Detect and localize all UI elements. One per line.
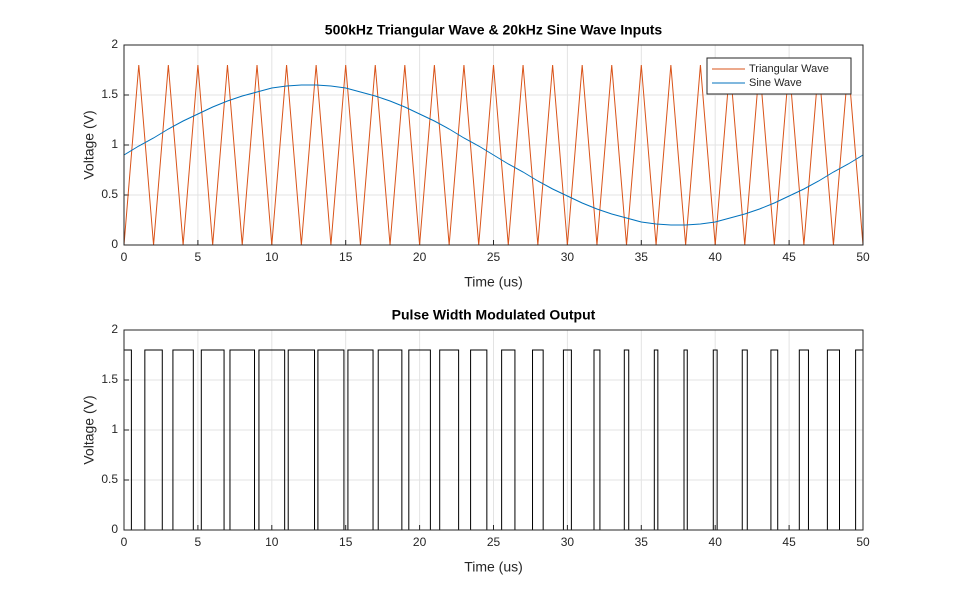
x-tick-label: 10 (265, 535, 279, 549)
x-axis-label: Time (us) (464, 274, 523, 290)
legend: Triangular Wave Sine Wave (706, 57, 852, 95)
y-tick-label: 0 (111, 237, 118, 251)
x-tick-label: 20 (413, 250, 427, 264)
axes-box (123, 44, 864, 246)
chart-title: Pulse Width Modulated Output (392, 307, 596, 323)
x-tick-label: 25 (487, 535, 501, 549)
series-line (123, 64, 864, 246)
x-tick-label: 0 (121, 250, 128, 264)
x-tick-label: 30 (561, 250, 575, 264)
x-tick-label: 45 (782, 250, 796, 264)
x-tick-label: 35 (635, 535, 649, 549)
legend-label: Sine Wave (749, 77, 802, 89)
legend-box (706, 57, 852, 95)
legend-label: Triangular Wave (749, 63, 829, 75)
y-tick-label: 1.5 (101, 372, 118, 386)
x-tick-label: 40 (709, 250, 723, 264)
x-tick-label: 5 (195, 535, 202, 549)
axes: 0 5 10 15 20 25 30 35 40 45 50 0 0.5 1 1.5 2 500kHz Tria… (81, 22, 870, 290)
chart-title: 500kHz Triangular Wave & 20kHz Sine Wave… (325, 22, 663, 38)
y-tick-label: 1.5 (101, 87, 118, 101)
series-line (123, 84, 864, 226)
y-tick-label: 1 (111, 422, 118, 436)
x-tick-label: 35 (635, 250, 649, 264)
x-tick-label: 0 (121, 535, 128, 549)
y-tick-label: 0.5 (101, 472, 118, 486)
x-tick-label: 40 (709, 535, 723, 549)
y-axis-label: Voltage (V) (81, 395, 97, 464)
x-axis-label: Time (us) (464, 559, 523, 575)
y-axis-label: Voltage (V) (81, 110, 97, 179)
x-tick-label: 15 (339, 535, 353, 549)
y-tick-label: 0 (111, 522, 118, 536)
y-tick-label: 2 (111, 322, 118, 336)
x-tick-label: 15 (339, 250, 353, 264)
axes-box (123, 329, 864, 531)
y-tick-label: 0.5 (101, 187, 118, 201)
x-tick-label: 10 (265, 250, 279, 264)
x-tick-label: 30 (561, 535, 575, 549)
y-tick-label: 1 (111, 137, 118, 151)
axes: 0 5 10 15 20 25 30 35 40 45 50 0 0.5 1 1.5 2 Pulse Width… (81, 307, 870, 575)
x-tick-label: 45 (782, 535, 796, 549)
x-tick-label: 50 (856, 250, 870, 264)
x-tick-label: 20 (413, 535, 427, 549)
x-tick-label: 25 (487, 250, 501, 264)
x-tick-label: 50 (856, 535, 870, 549)
x-tick-label: 5 (195, 250, 202, 264)
y-tick-label: 2 (111, 37, 118, 51)
